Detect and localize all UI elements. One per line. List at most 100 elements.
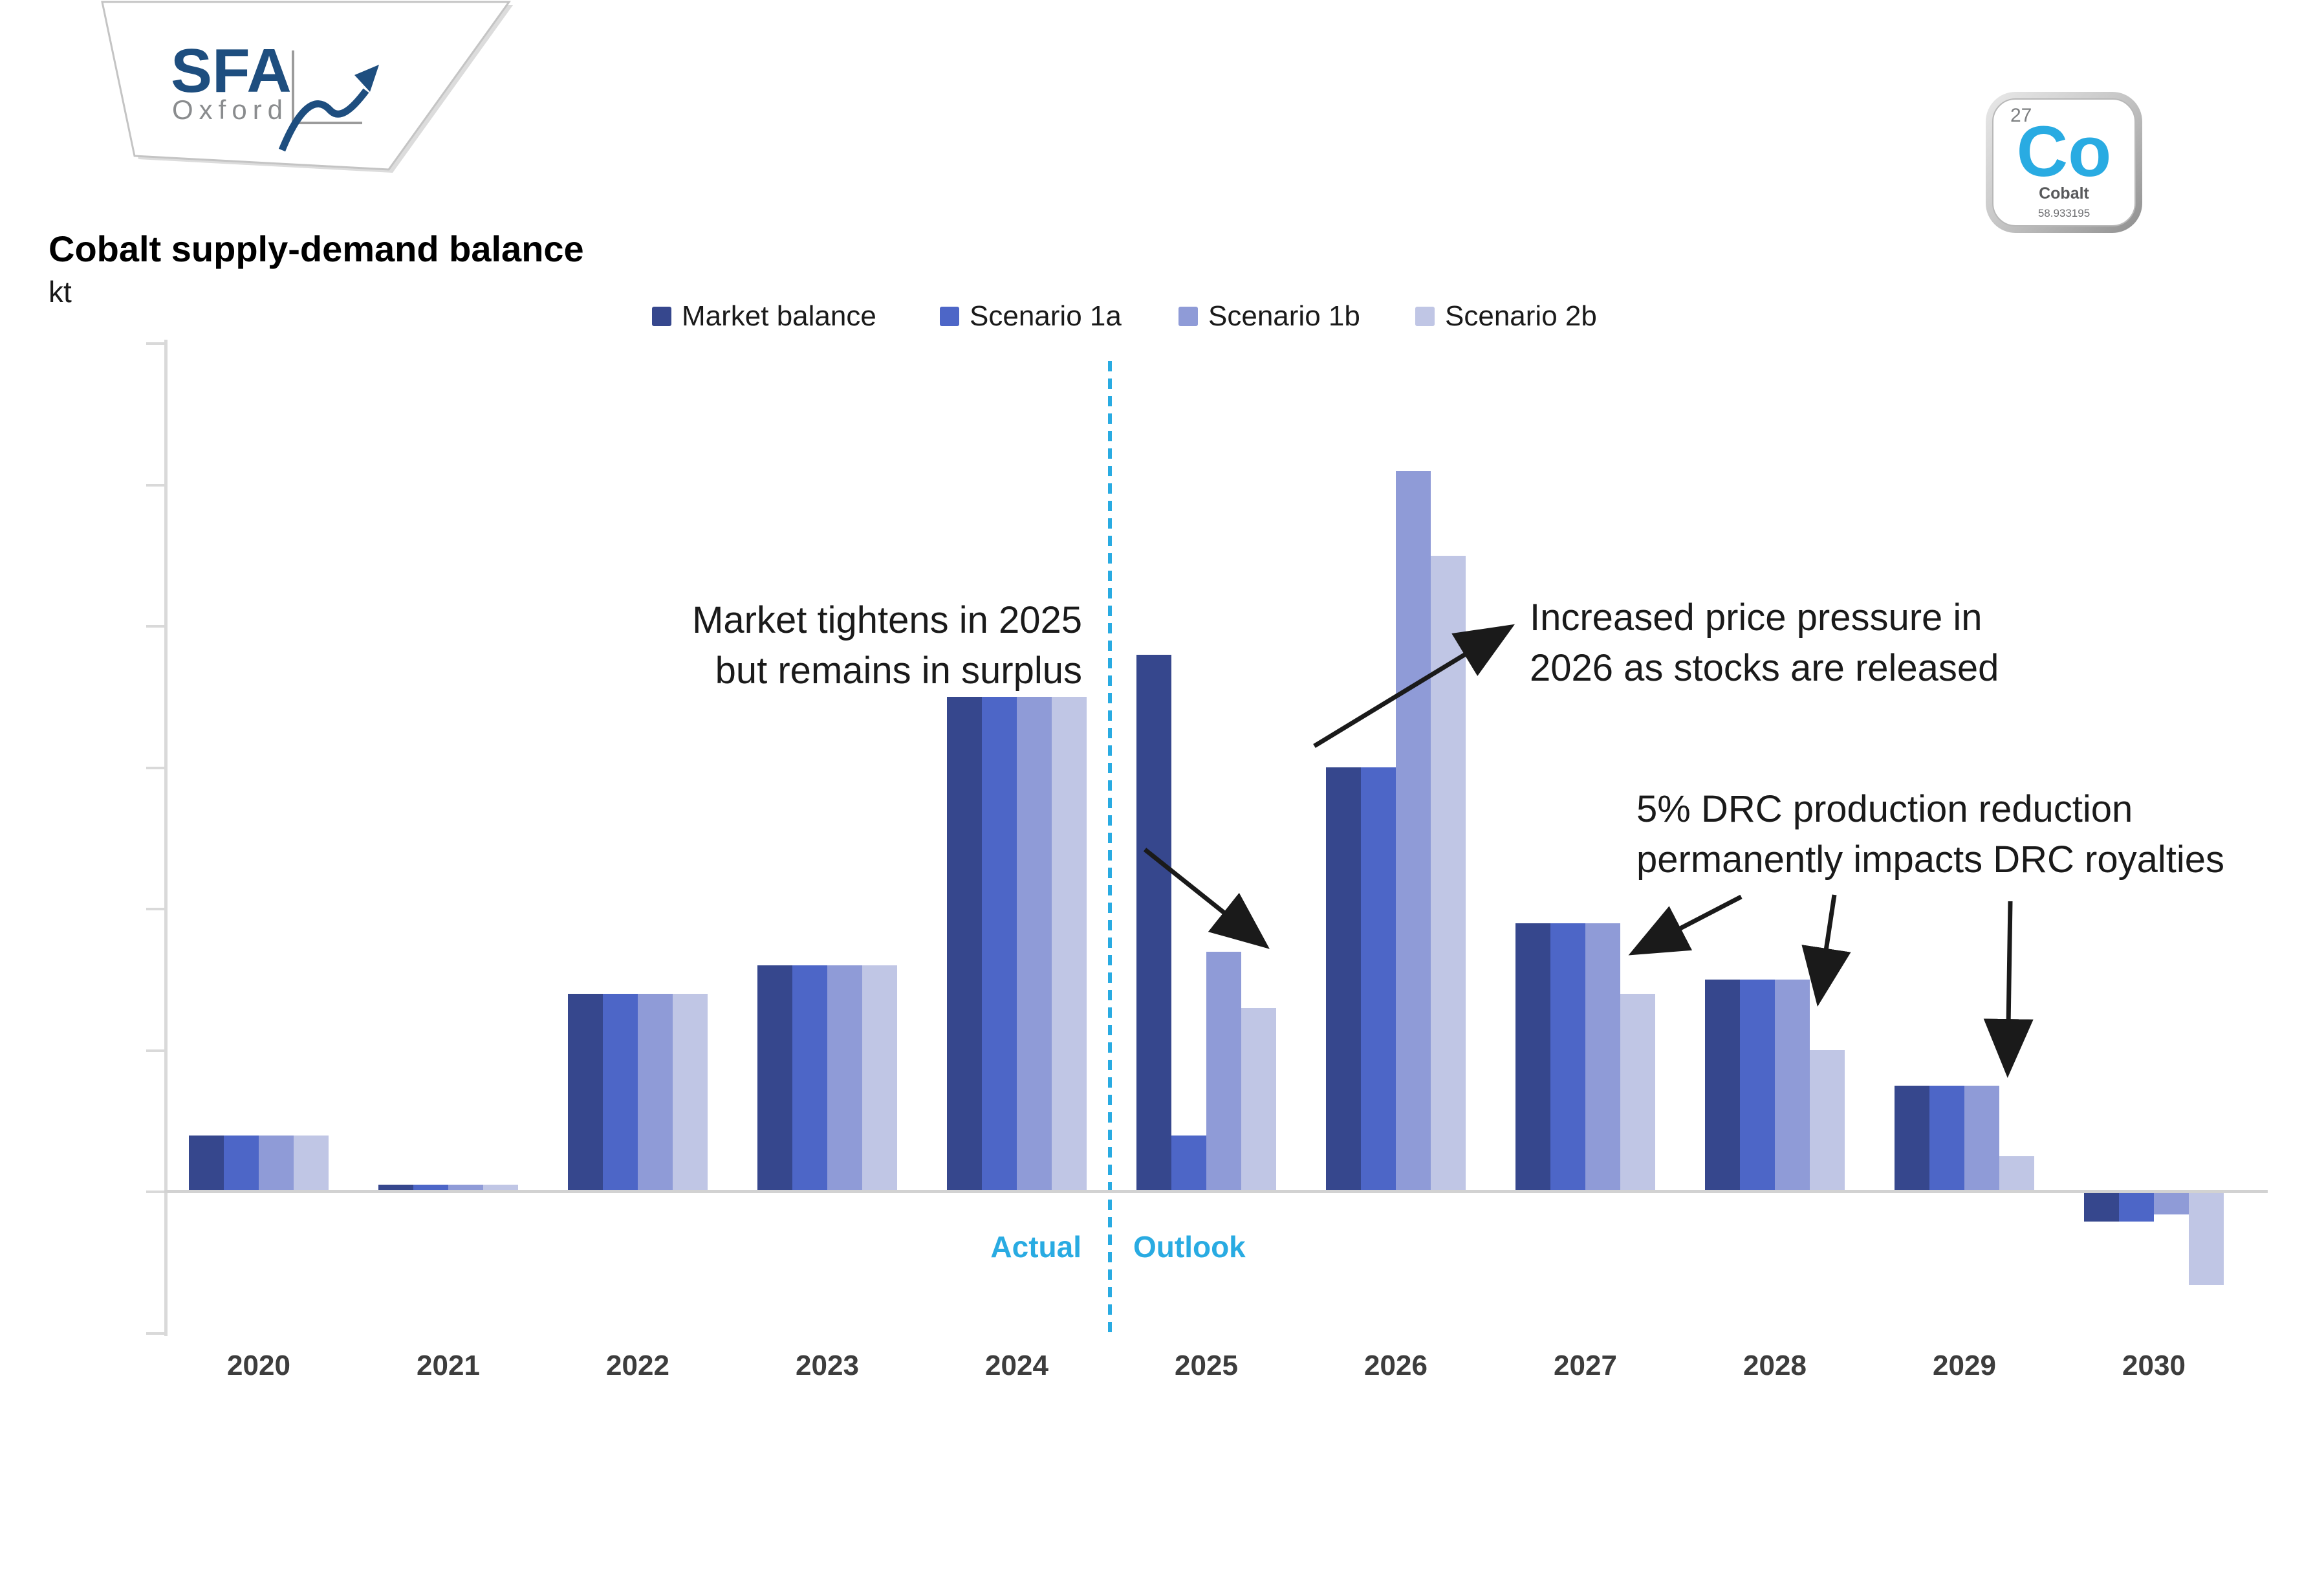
bar-2024-scenario-2b [1052, 697, 1087, 1192]
annotation-drc-reduction: 5% DRC production reduction permanently … [1636, 788, 2224, 881]
bar-2026-scenario-2b [1431, 556, 1466, 1192]
bar-2026-scenario-1a [1361, 767, 1396, 1192]
x-axis-label-2024: 2024 [985, 1350, 1048, 1381]
annotation-arrow-2-2 [1983, 901, 2034, 1078]
atomic-number: 27 [2010, 105, 2032, 126]
bar-2027-scenario-1a [1550, 923, 1585, 1192]
y-axis-tick-20 [146, 908, 166, 910]
bar-2022-market-balance [568, 994, 603, 1192]
logo-brand-text: SFA [171, 36, 292, 105]
bar-2027-scenario-1b [1585, 923, 1620, 1192]
bar-2020-scenario-2b [294, 1136, 329, 1192]
bar-2029-scenario-1b [1964, 1086, 1999, 1192]
bar-2029-market-balance [1895, 1086, 1929, 1192]
x-axis-label-2026: 2026 [1364, 1350, 1428, 1381]
bar-2025-scenario-2b [1241, 1008, 1276, 1192]
bar-2020-scenario-1a [224, 1136, 259, 1192]
atomic-mass: 58.933195 [2037, 207, 2091, 219]
sfa-oxford-logo: SFA Oxford [101, 1, 513, 173]
bar-2023-market-balance [757, 965, 792, 1192]
bar-2021-market-balance [378, 1185, 413, 1192]
legend-swatch-icon [940, 307, 959, 326]
legend-swatch-icon [1415, 307, 1435, 326]
element-name: Cobalt [2039, 184, 2089, 203]
bar-2029-scenario-1a [1929, 1086, 1964, 1192]
bar-2021-scenario-1a [413, 1185, 448, 1192]
x-axis-label-2027: 2027 [1554, 1350, 1617, 1381]
bar-2022-scenario-1a [603, 994, 638, 1192]
logo-arrow-head [354, 65, 379, 92]
bar-2025-market-balance [1136, 655, 1171, 1192]
legend-item-scenario-1b: Scenario 1b [1178, 300, 1360, 333]
annotation-price-pressure: Increased price pressure in 2026 as stoc… [1530, 597, 1999, 689]
legend-swatch-icon [1178, 307, 1198, 326]
actual-outlook-divider [1108, 361, 1112, 1334]
bar-2024-scenario-1b [1017, 697, 1052, 1192]
bar-2027-market-balance [1515, 923, 1550, 1192]
bar-2028-scenario-1a [1740, 980, 1775, 1192]
x-axis-label-2020: 2020 [227, 1350, 290, 1381]
bar-2024-market-balance [947, 697, 982, 1192]
actual-label: Actual [990, 1230, 1081, 1264]
bar-2028-scenario-2b [1810, 1050, 1845, 1192]
bar-2022-scenario-2b [673, 994, 708, 1192]
x-axis-label-2028: 2028 [1743, 1350, 1807, 1381]
bar-2020-market-balance [189, 1136, 224, 1192]
x-axis-label-2029: 2029 [1933, 1350, 1996, 1381]
cobalt-element-tile: 27 Co Cobalt 58.933195 [1986, 92, 2142, 233]
bar-2021-scenario-1b [448, 1185, 483, 1192]
bar-2023-scenario-1b [827, 965, 862, 1192]
page-title: Cobalt supply-demand balance [49, 228, 584, 269]
y-axis-unit-label: kt [49, 275, 72, 309]
bar-2024-scenario-1a [982, 697, 1017, 1192]
legend-label: Scenario 1a [970, 300, 1122, 332]
y-axis-line [164, 340, 168, 1336]
bar-2023-scenario-2b [862, 965, 897, 1192]
annotation-arrow-2-0 [1628, 894, 1743, 956]
x-axis-label-2030: 2030 [2122, 1350, 2186, 1381]
legend-item-market-balance: Market balance [652, 300, 876, 333]
legend-label: Market balance [682, 300, 876, 332]
legend-item-scenario-2b: Scenario 2b [1415, 300, 1597, 333]
bar-2020-scenario-1b [259, 1136, 294, 1192]
x-axis-label-2025: 2025 [1175, 1350, 1238, 1381]
legend-label: Scenario 1b [1208, 300, 1360, 332]
annotation-arrow-2-1 [1801, 894, 1851, 1007]
y-axis-tick-10 [146, 1049, 166, 1052]
legend-swatch-icon [652, 307, 671, 326]
bar-2030-market-balance [2084, 1193, 2119, 1222]
logo-shield [101, 1, 511, 171]
zero-baseline [164, 1190, 2268, 1193]
outlook-label: Outlook [1133, 1230, 1246, 1264]
bar-2026-scenario-1b [1396, 471, 1431, 1192]
y-axis-tick-50 [146, 484, 166, 487]
legend-label: Scenario 2b [1445, 300, 1597, 332]
y-axis-tick--10 [146, 1332, 166, 1335]
bar-2026-market-balance [1326, 767, 1361, 1192]
x-axis-label-2023: 2023 [796, 1350, 859, 1381]
legend-item-scenario-1a: Scenario 1a [940, 300, 1122, 333]
y-axis-tick-0 [146, 1191, 166, 1193]
bar-2025-scenario-1b [1206, 952, 1241, 1192]
logo-sub-text: Oxford [172, 94, 288, 125]
bar-2030-scenario-2b [2189, 1193, 2224, 1285]
bar-2030-scenario-1a [2119, 1193, 2154, 1222]
annotation-market-tightens: Market tightens in 2025 but remains in s… [692, 599, 1082, 692]
x-axis-label-2022: 2022 [606, 1350, 669, 1381]
logo-arrow-curve [278, 88, 369, 152]
bar-2030-scenario-1b [2154, 1193, 2189, 1214]
y-axis-tick-40 [146, 625, 166, 628]
bar-2029-scenario-2b [1999, 1156, 2034, 1192]
bar-2025-scenario-1a [1171, 1136, 1206, 1192]
cobalt-element-tile-inner: 27 Co Cobalt 58.933195 [1992, 98, 2136, 226]
bar-2022-scenario-1b [638, 994, 673, 1192]
bar-2028-scenario-1b [1775, 980, 1810, 1192]
bar-2021-scenario-2b [483, 1185, 518, 1192]
x-axis-label-2021: 2021 [417, 1350, 480, 1381]
y-axis-tick-60 [146, 342, 166, 345]
bar-2023-scenario-1a [792, 965, 827, 1192]
bar-2028-market-balance [1705, 980, 1740, 1192]
y-axis-tick-30 [146, 767, 166, 769]
element-symbol: Co [2016, 112, 2112, 192]
